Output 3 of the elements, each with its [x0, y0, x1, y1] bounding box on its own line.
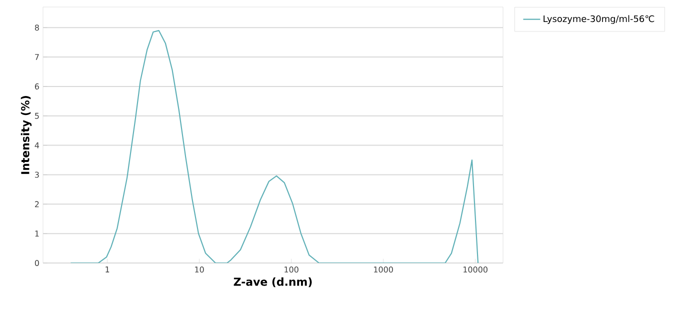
legend-label: Lysozyme-30mg/ml-56℃	[544, 15, 654, 24]
x-axis-title: Z-ave (d.nm)	[234, 277, 312, 288]
y-axis-title: Intensity (%)	[20, 96, 32, 174]
